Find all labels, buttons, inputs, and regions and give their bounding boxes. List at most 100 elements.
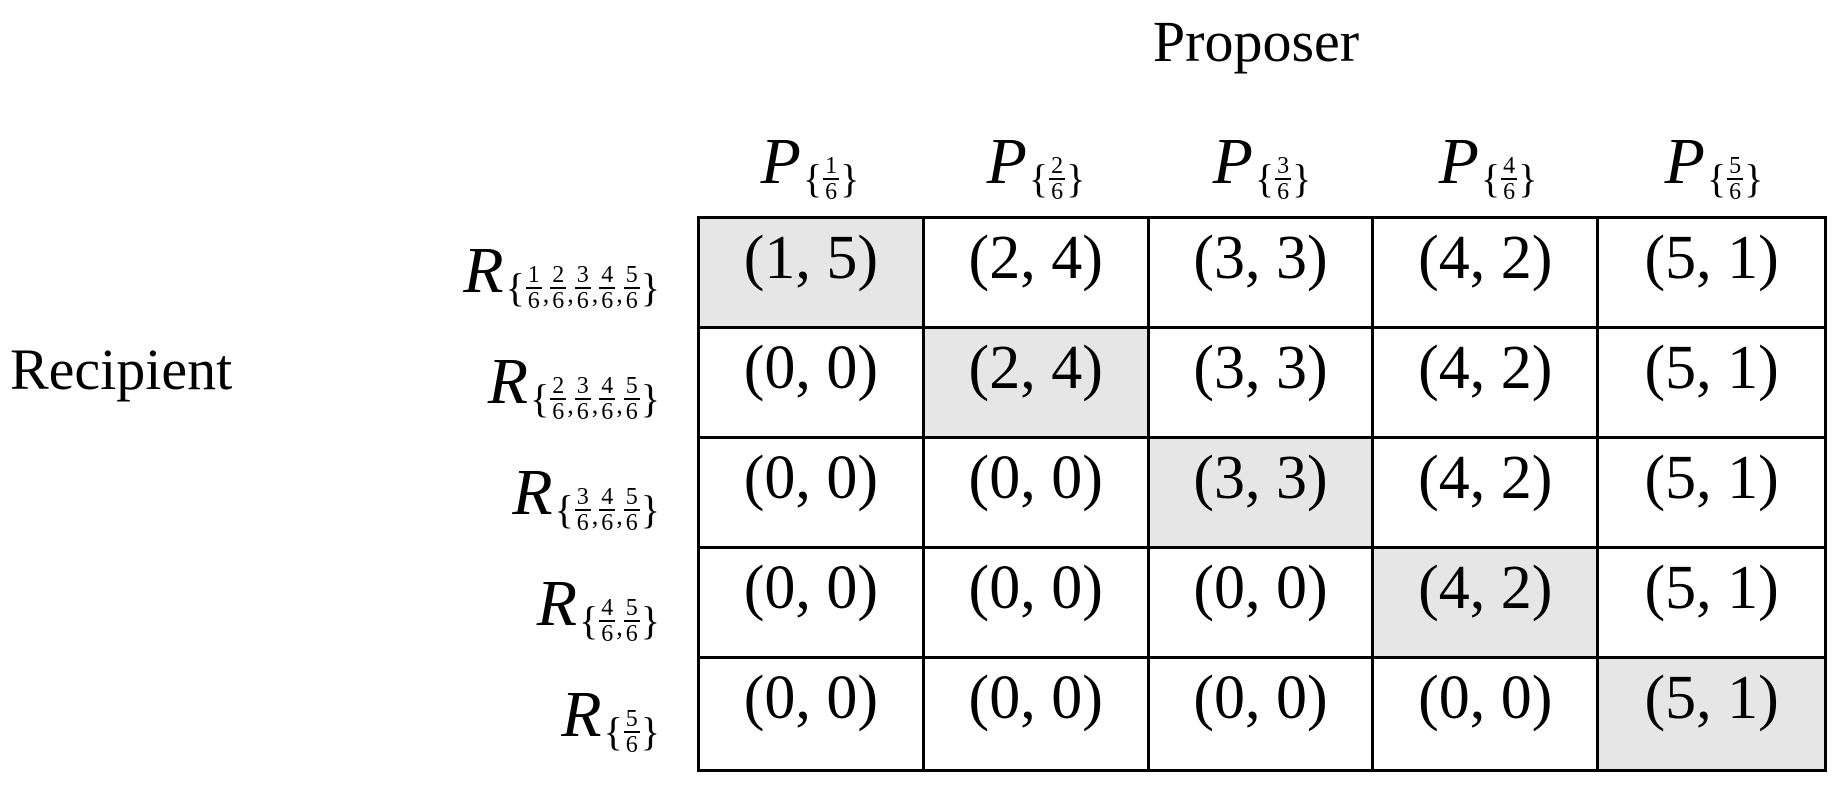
- symbol: R: [536, 567, 578, 641]
- denominator: 6: [1277, 179, 1290, 205]
- numerator: 2: [550, 261, 567, 289]
- numerator: 4: [599, 372, 616, 400]
- subscript: {3 6, 4 6, 5 6}: [555, 485, 660, 535]
- denominator: 6: [625, 621, 638, 648]
- cell: (3, 3): [1149, 439, 1375, 549]
- denominator: 6: [576, 287, 589, 314]
- column-header: P{5 6}: [1601, 112, 1827, 212]
- numerator: 5: [623, 372, 640, 400]
- column-title: Proposer: [1152, 9, 1360, 74]
- row-header: R{3 6, 4 6, 5 6}: [300, 442, 660, 543]
- denominator: 6: [625, 509, 638, 536]
- brace: {: [505, 264, 525, 310]
- separator: ,: [591, 389, 599, 419]
- row-header: R{1 6, 2 6, 3 6, 4 6, 5 6}: [300, 220, 660, 321]
- brace: }: [640, 598, 660, 644]
- column-header: P{1 6}: [697, 112, 923, 212]
- brace: {: [1254, 156, 1275, 201]
- numerator: 4: [599, 483, 616, 511]
- brace: }: [640, 486, 660, 532]
- cell: (1, 5): [700, 219, 925, 329]
- column-header: P{3 6}: [1149, 112, 1375, 212]
- brace: {: [530, 375, 550, 421]
- subscript: {2 6, 3 6, 4 6, 5 6}: [530, 374, 660, 424]
- symbol: P: [1438, 125, 1479, 198]
- denominator: 6: [527, 287, 540, 314]
- row-header: R{2 6, 3 6, 4 6, 5 6}: [300, 331, 660, 432]
- subscript: {4 6}: [1481, 154, 1537, 204]
- denominator: 6: [576, 398, 589, 425]
- cell: (0, 0): [925, 659, 1150, 769]
- cell: (0, 0): [1149, 549, 1375, 659]
- numerator: 3: [574, 372, 591, 400]
- cell: (0, 0): [924, 439, 1150, 549]
- subscript: {3 6}: [1255, 154, 1311, 204]
- denominator: 6: [601, 398, 614, 425]
- symbol: R: [487, 344, 529, 418]
- numerator: 5: [1727, 153, 1744, 180]
- cell: (0, 0): [1374, 659, 1600, 769]
- separator: ,: [616, 278, 623, 308]
- row-header: R{5 6}: [300, 665, 660, 766]
- cell: (0, 0): [700, 549, 925, 659]
- brace: }: [1066, 156, 1086, 201]
- separator: ,: [616, 389, 623, 419]
- cell: (2, 4): [924, 329, 1150, 439]
- separator: ,: [591, 278, 599, 308]
- cell: (4, 2): [1374, 219, 1600, 329]
- denominator: 6: [552, 398, 565, 425]
- numerator: 5: [623, 261, 640, 289]
- symbol: P: [1664, 125, 1705, 198]
- numerator: 3: [574, 483, 591, 511]
- brace: {: [1028, 156, 1049, 201]
- subscript: {1 6, 2 6, 3 6, 4 6, 5 6}: [506, 263, 660, 313]
- brace: }: [1292, 156, 1312, 201]
- separator: ,: [616, 612, 623, 642]
- separator: ,: [567, 278, 574, 308]
- numerator: 1: [823, 153, 840, 180]
- denominator: 6: [625, 398, 638, 425]
- denominator: 6: [1729, 179, 1742, 205]
- column-header: P{4 6}: [1375, 112, 1601, 212]
- symbol: P: [760, 125, 801, 198]
- brace: }: [640, 375, 660, 421]
- numerator: 5: [623, 595, 640, 623]
- denominator: 6: [1051, 179, 1064, 205]
- symbol: R: [512, 455, 553, 529]
- denominator: 6: [552, 287, 565, 314]
- symbol: P: [1212, 125, 1253, 198]
- separator: ,: [542, 278, 550, 308]
- separator: ,: [567, 389, 574, 419]
- numerator: 5: [623, 483, 640, 511]
- symbol: R: [561, 678, 602, 752]
- cell: (5, 1): [1599, 659, 1824, 769]
- row-header: R{4 6, 5 6}: [300, 554, 660, 655]
- numerator: 1: [525, 261, 542, 289]
- brace: }: [640, 264, 660, 310]
- denominator: 6: [576, 509, 589, 536]
- cell: (5, 1): [1599, 219, 1824, 329]
- cell: (4, 2): [1374, 439, 1600, 549]
- denominator: 6: [601, 621, 614, 648]
- brace: {: [579, 598, 599, 644]
- separator: ,: [616, 500, 623, 530]
- cell: (4, 2): [1374, 329, 1600, 439]
- numerator: 2: [550, 372, 567, 400]
- numerator: 2: [1049, 153, 1066, 180]
- subscript: {4 6, 5 6}: [579, 596, 660, 646]
- numerator: 4: [599, 595, 616, 623]
